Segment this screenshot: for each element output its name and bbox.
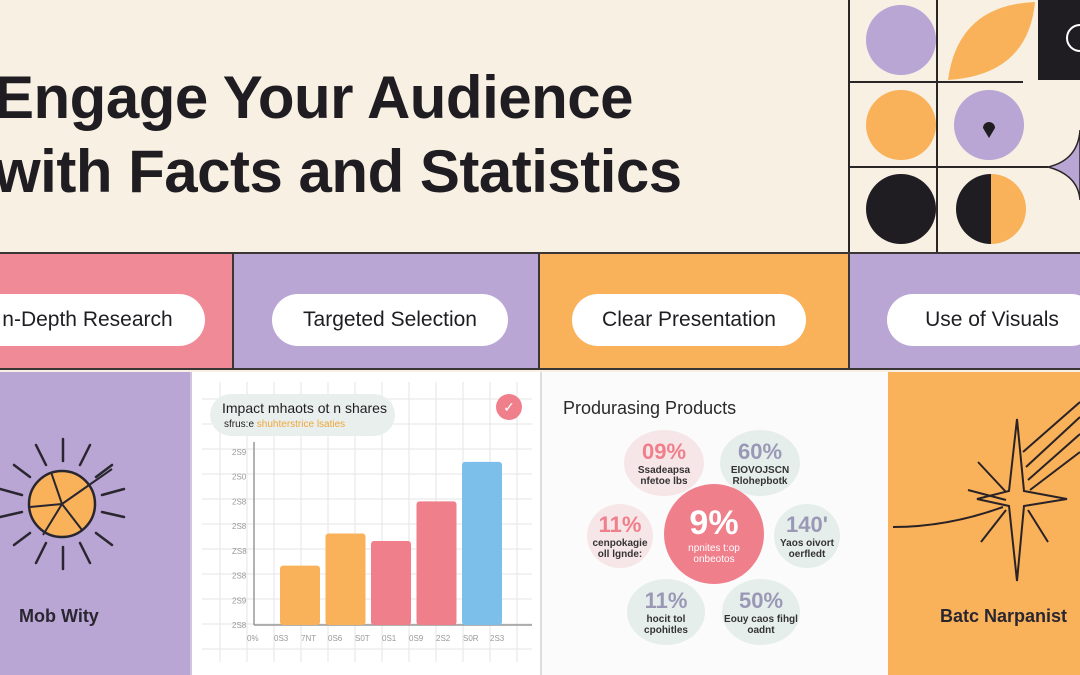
x-tick-label: 0S3	[274, 634, 289, 643]
half-circle-right	[991, 174, 1026, 244]
pill-clear-presentation[interactable]: Clear Presentation	[572, 294, 806, 346]
y-tick-label: 2S8	[232, 522, 247, 531]
band-visuals: Use of Visuals	[850, 252, 1080, 370]
left-panel-label: Mob Wity	[19, 606, 99, 626]
products-card: Produrasing Products 09% Ssadeapsa nfetoe…	[540, 372, 888, 675]
chart-card: 2S8 2S9 2S8 ZS8 2S8 2S8 2S0 2S9 0% 0S3 7NT 0S6 S0T 0S…	[190, 372, 540, 675]
black-circle	[866, 174, 936, 244]
products-title: Produrasing Products	[563, 398, 737, 418]
hero-header: Engage Your Audience with Facts and Stat…	[0, 0, 850, 252]
band-selection: Targeted Selection	[234, 252, 540, 370]
center-stat-bubble: 9% npnites t:op onbeotos	[664, 484, 764, 584]
sparkle-star-icon	[892, 401, 1080, 582]
black-quarter-block	[1038, 0, 1080, 80]
chart-title-box: Impact mhaots ot n shares sfrus:e shuhte…	[210, 394, 395, 436]
orange-leaf	[948, 2, 1035, 80]
band-presentation: Clear Presentation	[540, 252, 850, 370]
sun-icon	[0, 437, 126, 571]
x-tick-label: 2S2	[436, 634, 451, 643]
bar	[462, 461, 502, 625]
y-tick-label: 2S9	[232, 596, 247, 605]
x-tick-label: S0R	[463, 634, 479, 643]
stat-bubble: 50% Eouy caos fihgl oadnt	[722, 579, 800, 645]
y-tick-label: 2S8	[232, 572, 247, 581]
stat-bubble: 09% Ssadeapsa nfetoe lbs	[624, 430, 704, 496]
y-tick-label: 2S0	[232, 473, 247, 482]
x-tick-label: 0S1	[382, 634, 397, 643]
chart-subtitle-prefix: sfrus:e	[224, 419, 255, 430]
stat-bubble: 11% cenpokagie oll lgnde:	[587, 504, 653, 568]
right-panel: Batc Narpanist	[888, 372, 1080, 675]
pill-targeted-selection[interactable]: Targeted Selection	[272, 294, 508, 346]
x-tick-label: 7NT	[301, 634, 316, 643]
orange-circle	[866, 90, 936, 160]
right-panel-label: Batc Narpanist	[940, 606, 1068, 626]
bar	[416, 501, 457, 625]
x-tick-label: 0S6	[328, 634, 343, 643]
y-tick-label: 2S8	[232, 621, 247, 630]
x-tick-label: 2S3	[490, 634, 505, 643]
pill-use-of-visuals[interactable]: Use of Visuals	[887, 294, 1080, 346]
stat-bubble: 11% hocit tol cpohitles	[627, 579, 705, 645]
bar	[371, 540, 411, 625]
check-badge-icon[interactable]: ✓	[496, 394, 522, 420]
band-research: n-Depth Research	[0, 252, 234, 370]
chart-subtitle-highlight: shuhterstrice lsaties	[256, 419, 346, 430]
bar-chart: 2S8 2S9 2S8 ZS8 2S8 2S8 2S0 2S9 0% 0S3 7NT 0S6 S0T 0S…	[202, 382, 532, 662]
y-tick-label: 2S9	[232, 448, 247, 457]
headline-line-2: with Facts and Statistics	[0, 138, 682, 205]
bar	[325, 533, 366, 625]
headline-line-1: Engage Your Audience	[0, 64, 634, 131]
half-circle-left	[956, 174, 991, 244]
purple-circle	[866, 5, 936, 75]
bar	[280, 565, 320, 625]
geometric-shapes-decoration	[848, 0, 1080, 252]
x-tick-label: S0T	[355, 634, 370, 643]
stat-bubble: 140' Yaos oivort oerfledt	[774, 504, 840, 568]
chart-title: Impact mhaots ot n shares	[222, 400, 387, 416]
x-tick-label: 0%	[247, 634, 259, 643]
y-tick-label: ZS8	[232, 547, 247, 556]
y-tick-label: 2S8	[232, 497, 247, 506]
pill-in-depth-research[interactable]: n-Depth Research	[0, 294, 205, 346]
chart-subtitle: sfrus:e shuhterstrice lsaties	[224, 419, 345, 430]
stat-bubble: 60% EIOVOJSCN Rlohepbotk	[720, 430, 800, 496]
purple-curve-shape	[1047, 129, 1080, 201]
left-panel: Mob Wity	[0, 372, 190, 675]
x-tick-label: 0S9	[409, 634, 424, 643]
